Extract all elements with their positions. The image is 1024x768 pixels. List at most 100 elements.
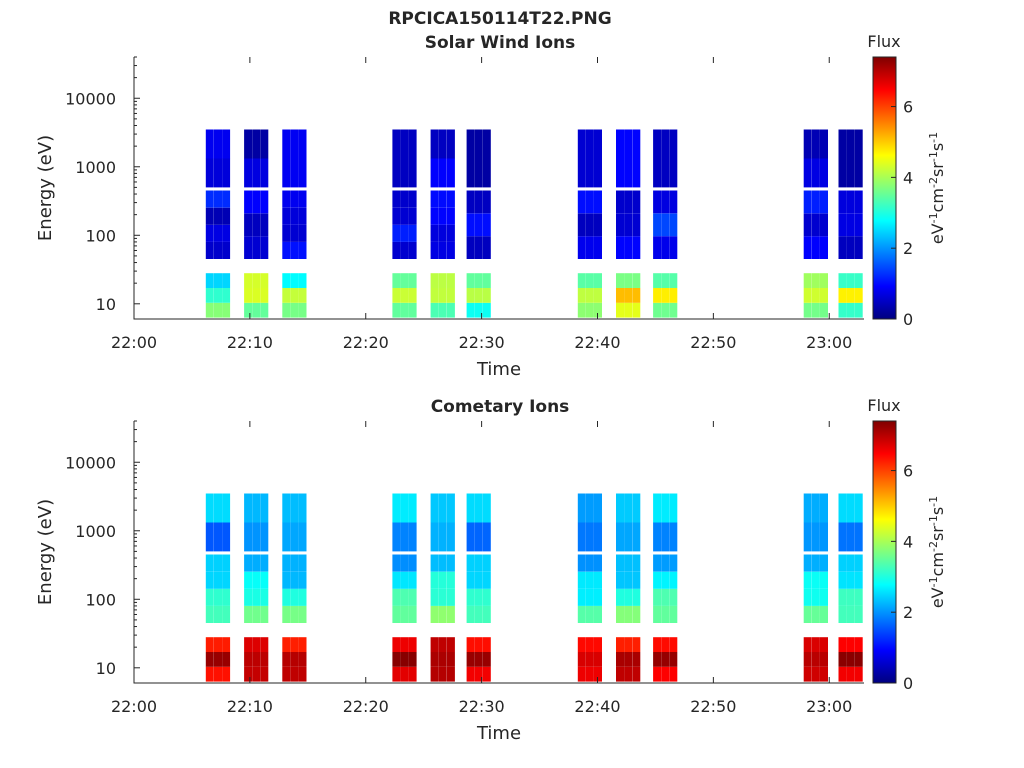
solar-wind-cell — [474, 273, 483, 288]
cometary-cell — [400, 571, 409, 589]
cometary-cell — [446, 637, 455, 652]
cometary-cell — [298, 571, 307, 589]
solar-wind-cell — [820, 129, 828, 159]
solar-wind-cell — [244, 213, 253, 237]
cometary-cell — [624, 588, 633, 606]
cometary-cell — [260, 666, 269, 682]
solar-wind-cell — [669, 236, 678, 259]
solar-wind-cell — [222, 190, 231, 208]
solar-wind-cell — [854, 288, 863, 303]
cometary-cell — [838, 493, 847, 523]
solar-wind-cell — [594, 236, 602, 259]
solar-wind-cell — [585, 190, 594, 214]
solar-wind-cell — [244, 273, 253, 288]
solar-wind-cell — [594, 213, 602, 237]
cometary-cell — [669, 522, 678, 552]
cometary-cell — [661, 493, 670, 523]
cometary-cell — [854, 571, 863, 589]
solar-wind-cell — [205, 190, 214, 208]
solar-wind-cell — [577, 288, 586, 303]
cometary-cell — [430, 522, 439, 552]
cometary-cell — [290, 637, 299, 652]
solar-wind-y-tick-label: 10 — [96, 295, 116, 314]
solar-wind-cell — [252, 302, 261, 318]
cometary-cell — [577, 588, 586, 606]
solar-wind-cell — [430, 273, 439, 288]
cometary-cell — [244, 571, 253, 589]
cometary-cell — [474, 588, 483, 606]
cometary-cell — [408, 605, 417, 623]
solar-wind-cell — [632, 302, 641, 318]
cometary-cell — [661, 666, 670, 682]
cometary-cell — [205, 605, 214, 623]
solar-wind-cell — [811, 158, 820, 188]
cometary-cell — [803, 605, 812, 623]
cometary-cell — [820, 493, 828, 523]
cometary-cell — [811, 554, 820, 572]
solar-wind-cell — [854, 190, 863, 214]
solar-wind-cell — [282, 190, 291, 208]
solar-wind-cell — [400, 190, 409, 208]
solar-wind-cell — [616, 129, 624, 188]
cometary-cell — [482, 652, 491, 667]
cometary-cell — [446, 666, 455, 682]
solar-wind-cell — [803, 273, 812, 288]
solar-wind-cell — [282, 288, 291, 303]
cometary-cell — [298, 493, 307, 523]
solar-wind-colorbar-label: Flux — [867, 32, 900, 51]
solar-wind-axes-frame — [133, 57, 864, 320]
cometary-cell — [430, 652, 439, 667]
cometary-cell — [482, 493, 491, 523]
cometary-cell — [594, 605, 602, 623]
cometary-cell — [803, 571, 812, 589]
solar-wind-colorbar-tick-label: 2 — [903, 239, 913, 258]
solar-wind-cell — [838, 288, 847, 303]
cometary-cell — [438, 493, 447, 523]
solar-wind-x-tick-label: 23:00 — [806, 333, 852, 352]
solar-wind-cell — [408, 224, 417, 242]
solar-wind-cell — [222, 158, 231, 188]
solar-wind-cell — [594, 302, 602, 318]
cometary-colorbar-gradient — [872, 420, 897, 684]
cometary-cell — [585, 666, 594, 682]
solar-wind-cell — [260, 190, 269, 214]
cometary-cell — [282, 652, 291, 667]
solar-wind-cell — [244, 190, 253, 214]
cometary-cell — [260, 522, 269, 552]
cometary-cell — [653, 652, 662, 667]
solar-wind-cell — [854, 273, 863, 288]
cometary-cell — [632, 652, 641, 667]
solar-wind-cell — [430, 190, 439, 208]
solar-wind-y-tick-label: 100 — [85, 226, 116, 245]
solar-wind-cell — [585, 213, 594, 237]
cometary-cell — [466, 522, 475, 552]
solar-wind-cell — [400, 224, 409, 242]
cometary-cell — [282, 605, 291, 623]
solar-wind-title: Solar Wind Ions — [425, 33, 576, 53]
solar-wind-cell — [585, 273, 594, 288]
cometary-cell — [408, 522, 417, 552]
cometary-y-tick-label: 10 — [96, 659, 116, 678]
cometary-panel: Cometary Ions 22:00 22:10 22:20 22:30 22:40 2… — [35, 396, 947, 744]
solar-wind-cell — [392, 224, 401, 242]
solar-wind-cell — [624, 213, 633, 237]
cometary-x-tick-label: 22:40 — [574, 697, 620, 716]
solar-wind-ticks: 22:00 22:10 22:20 22:30 22:40 22:50 23:00 10 100… — [65, 56, 852, 352]
solar-wind-x-tick-label: 22:20 — [343, 333, 389, 352]
solar-wind-cell — [252, 190, 261, 214]
solar-wind-cell — [466, 190, 475, 214]
solar-wind-cell — [205, 288, 214, 303]
cometary-cell — [482, 605, 491, 623]
solar-wind-cell — [577, 213, 586, 237]
solar-wind-cell — [466, 288, 475, 303]
solar-wind-cell — [205, 207, 214, 225]
cometary-cell — [474, 652, 483, 667]
solar-wind-cell — [820, 158, 828, 188]
cometary-cell — [446, 652, 455, 667]
cometary-cell — [282, 637, 291, 652]
cometary-cell — [222, 554, 231, 572]
solar-wind-cell — [594, 288, 602, 303]
cometary-cell — [244, 554, 253, 572]
cometary-cell — [653, 571, 662, 589]
